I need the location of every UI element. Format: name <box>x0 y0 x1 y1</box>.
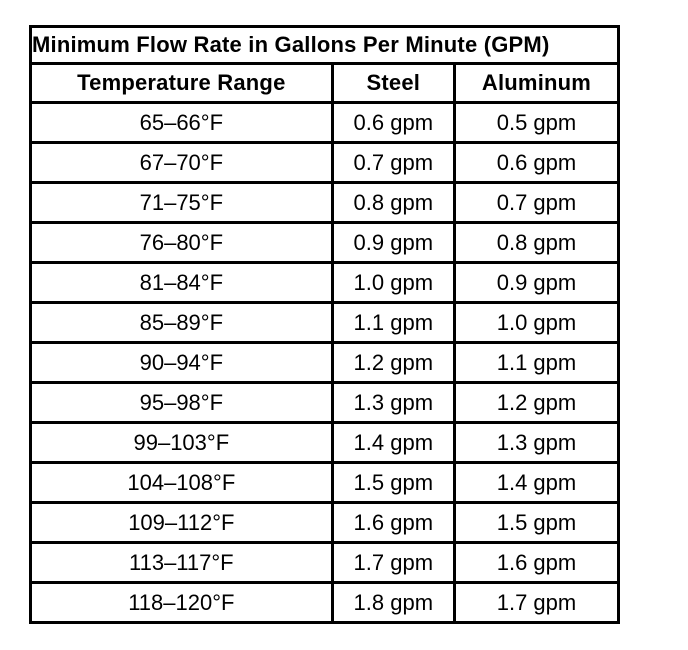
cell-temperature-range: 81–84°F <box>29 261 334 304</box>
cell-steel-value: 1.1 gpm <box>330 301 456 344</box>
cell-temperature-range: 67–70°F <box>29 141 334 184</box>
cell-aluminum-value: 0.9 gpm <box>452 261 621 304</box>
table-row: 109–112°F 1.6 gpm 1.5 gpm <box>29 501 621 544</box>
cell-temperature-range: 76–80°F <box>29 221 334 264</box>
flow-rate-table: Minimum Flow Rate in Gallons Per Minute … <box>29 25 621 624</box>
table-row: 95–98°F 1.3 gpm 1.2 gpm <box>29 381 621 424</box>
table-row: 67–70°F 0.7 gpm 0.6 gpm <box>29 141 621 184</box>
table-row: 104–108°F 1.5 gpm 1.4 gpm <box>29 461 621 504</box>
cell-aluminum-value: 1.7 gpm <box>452 581 621 624</box>
cell-aluminum-value: 0.7 gpm <box>452 181 621 224</box>
cell-temperature-range: 113–117°F <box>29 541 334 584</box>
cell-temperature-range: 95–98°F <box>29 381 334 424</box>
cell-temperature-range: 90–94°F <box>29 341 334 384</box>
cell-aluminum-value: 0.8 gpm <box>452 221 621 264</box>
cell-temperature-range: 71–75°F <box>29 181 334 224</box>
flow-rate-table-container: Minimum Flow Rate in Gallons Per Minute … <box>29 25 621 624</box>
cell-steel-value: 1.3 gpm <box>330 381 456 424</box>
cell-temperature-range: 99–103°F <box>29 421 334 464</box>
table-row: 99–103°F 1.4 gpm 1.3 gpm <box>29 421 621 464</box>
cell-temperature-range: 109–112°F <box>29 501 334 544</box>
cell-steel-value: 1.6 gpm <box>330 501 456 544</box>
cell-temperature-range: 85–89°F <box>29 301 334 344</box>
table-row: 81–84°F 1.0 gpm 0.9 gpm <box>29 261 621 304</box>
table-row: 118–120°F 1.8 gpm 1.7 gpm <box>29 581 621 624</box>
table-title: Minimum Flow Rate in Gallons Per Minute … <box>29 25 620 65</box>
cell-aluminum-value: 1.2 gpm <box>452 381 621 424</box>
cell-steel-value: 1.4 gpm <box>330 421 456 464</box>
cell-temperature-range: 104–108°F <box>29 461 334 504</box>
cell-temperature-range: 118–120°F <box>29 581 334 624</box>
cell-temperature-range: 65–66°F <box>29 101 334 144</box>
table-row: 113–117°F 1.7 gpm 1.6 gpm <box>29 541 621 584</box>
cell-steel-value: 1.0 gpm <box>330 261 456 304</box>
cell-steel-value: 1.8 gpm <box>330 581 456 624</box>
cell-aluminum-value: 1.6 gpm <box>452 541 621 584</box>
table-row: 76–80°F 0.9 gpm 0.8 gpm <box>29 221 621 264</box>
table-row: 71–75°F 0.8 gpm 0.7 gpm <box>29 181 621 224</box>
cell-aluminum-value: 0.5 gpm <box>452 101 621 144</box>
table-row: 90–94°F 1.2 gpm 1.1 gpm <box>29 341 621 384</box>
cell-steel-value: 1.5 gpm <box>330 461 456 504</box>
cell-steel-value: 0.9 gpm <box>330 221 456 264</box>
cell-steel-value: 1.2 gpm <box>330 341 456 384</box>
title-row: Minimum Flow Rate in Gallons Per Minute … <box>29 25 620 65</box>
header-row: Temperature Range Steel Aluminum <box>29 62 621 104</box>
header-temperature-range: Temperature Range <box>29 62 334 104</box>
cell-aluminum-value: 0.6 gpm <box>452 141 621 184</box>
cell-steel-value: 1.7 gpm <box>330 541 456 584</box>
cell-aluminum-value: 1.3 gpm <box>452 421 621 464</box>
cell-steel-value: 0.6 gpm <box>330 101 456 144</box>
table-row: 65–66°F 0.6 gpm 0.5 gpm <box>29 101 621 144</box>
cell-aluminum-value: 1.1 gpm <box>452 341 621 384</box>
cell-aluminum-value: 1.5 gpm <box>452 501 621 544</box>
cell-steel-value: 0.8 gpm <box>330 181 456 224</box>
table-row: 85–89°F 1.1 gpm 1.0 gpm <box>29 301 621 344</box>
header-steel: Steel <box>330 62 456 104</box>
header-aluminum: Aluminum <box>452 62 621 104</box>
cell-aluminum-value: 1.4 gpm <box>452 461 621 504</box>
cell-steel-value: 0.7 gpm <box>330 141 456 184</box>
cell-aluminum-value: 1.0 gpm <box>452 301 621 344</box>
